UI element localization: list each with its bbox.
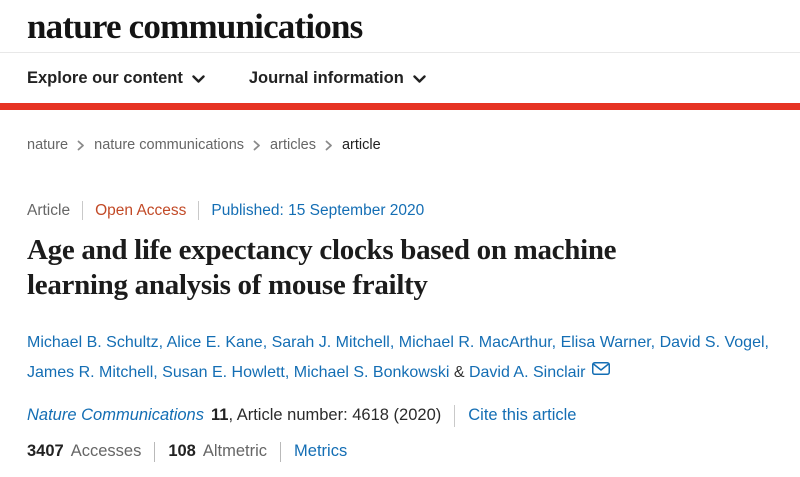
published-date: Published: 15 September 2020 [211,201,425,219]
author-comma: , [153,363,163,381]
chevron-down-icon [192,73,205,84]
author-comma: , [262,333,272,351]
cite-this-article-link[interactable]: Cite this article [468,406,577,425]
chevron-right-icon [325,140,333,151]
author-link[interactable]: Elisa Warner [560,333,651,351]
author-comma: , [764,333,769,351]
email-envelope-icon[interactable] [592,357,611,385]
author-link[interactable]: Alice E. Kane [166,333,263,351]
article-header: nature nature communications articles ar… [0,137,800,462]
article-meta: Article Open Access Published: 15 Septem… [27,201,770,220]
logo-row: nature communications [0,0,800,53]
accesses-count: 3407 [27,442,64,461]
author-link[interactable]: Michael B. Schultz [27,333,159,351]
metrics-line: 3407 Accesses 108 Altmetric Metrics [27,441,770,462]
article-type-label: Article [27,201,71,219]
author-comma: , [158,333,167,351]
accesses-label: Accesses [70,442,142,461]
breadcrumb-item-articles[interactable]: articles [270,137,316,153]
nav-journal-information[interactable]: Journal information [249,69,426,88]
separator [198,201,200,220]
separator [82,201,84,220]
author-link[interactable]: Michael S. Bonkowski [293,363,450,381]
brand-red-bar [0,103,800,110]
author-link[interactable]: David A. Sinclair [468,363,586,381]
author-comma: , [284,363,294,381]
altmetric-label: Altmetric [202,442,268,461]
breadcrumb-item-article-current: article [341,137,381,153]
citation-line: Nature Communications 11 , Article numbe… [27,404,770,427]
chevron-down-icon [413,73,426,84]
journal-logo[interactable]: nature communications [27,7,363,46]
main-nav: Explore our content Journal information [0,53,800,103]
breadcrumb-item-nature-communications[interactable]: nature communications [94,137,245,153]
nav-journal-information-label: Journal information [248,68,404,87]
author-link[interactable]: Michael R. MacArthur [398,333,552,351]
site-header: nature communications Explore our conten… [0,0,800,110]
author-link[interactable]: Sarah J. Mitchell [271,333,390,351]
breadcrumb-item-nature[interactable]: nature [27,137,69,153]
chevron-right-icon [253,140,261,151]
author-comma: , [551,333,561,351]
chevron-right-icon [77,140,85,151]
author-ampersand: & [449,363,469,381]
author-link[interactable]: James R. Mitchell [27,363,154,381]
author-comma: , [650,333,660,351]
separator [454,404,456,427]
author-comma: , [389,333,399,351]
article-title: Age and life expectancy clocks based on … [27,234,617,301]
breadcrumb: nature nature communications articles ar… [27,137,770,153]
author-link[interactable]: Susan E. Howlett [162,363,285,381]
metrics-link[interactable]: Metrics [294,442,348,461]
volume-number: 11 [211,406,229,425]
author-list: Michael B. Schultz, Alice E. Kane, Sarah… [27,329,770,387]
separator [154,441,156,462]
journal-link[interactable]: Nature Communications [27,406,204,425]
open-access-label: Open Access [95,201,187,219]
author-link[interactable]: David S. Vogel [659,333,765,351]
nav-explore-content[interactable]: Explore our content [27,69,205,88]
altmetric-count: 108 [168,442,196,461]
article-number-text: , Article number: 4618 (2020) [228,406,442,425]
separator [280,441,282,462]
nav-explore-content-label: Explore our content [27,68,183,87]
